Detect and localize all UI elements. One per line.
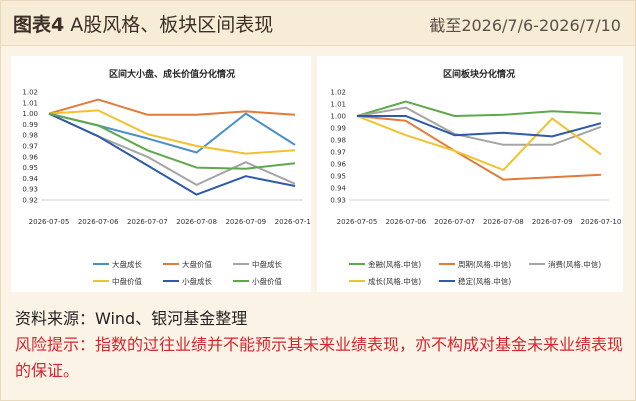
legend-label: 消费(风格.中信) — [548, 259, 601, 269]
series-line — [356, 115, 602, 181]
y-tick-label: 0.93 — [22, 186, 38, 194]
x-tick-label: 2026-07-07 — [434, 218, 475, 226]
x-tick-label: 2026-07-09 — [225, 218, 266, 226]
x-tick-label: 2026-07-05 — [29, 218, 70, 226]
chart-panel-size-style: 区间大小盘、成长价值分化情况 0.92 0.93 0.94 0.95 0.96 0.97 0.… — [11, 56, 311, 292]
x-tick-label: 2026-07-08 — [483, 218, 524, 226]
chart-panel-sector: 区间板块分化情况 0.93 0.94 0.95 0.96 0.97 0.98 0.99 1.00… — [317, 56, 623, 292]
figure-title: 图表4 A股风格、板块区间表现 — [13, 10, 273, 37]
x-tick-label: 2026-07-07 — [127, 218, 168, 226]
chart-sector: 区间板块分化情况 0.93 0.94 0.95 0.96 0.97 0.98 0.99 1.00… — [330, 68, 622, 286]
figure-header: 图表4 A股风格、板块区间表现 截至2026/7/6-2026/7/10 — [1, 1, 635, 46]
x-tick-label: 2026-07-09 — [532, 218, 573, 226]
chart-title: 区间板块分化情况 — [443, 68, 515, 80]
series-line — [357, 115, 602, 138]
x-tick-label: 2026-07-10 — [275, 218, 311, 226]
legend-label: 成长(风格.中信) — [368, 276, 421, 286]
y-tick-label: 0.94 — [330, 185, 346, 193]
legend-label: 稳定(风格.中信) — [458, 276, 511, 286]
y-tick-label: 0.97 — [330, 149, 346, 157]
y-tick-label: 0.96 — [330, 161, 346, 169]
risk-warning: 风险提示：指数的过往业绩并不能预示其未来业绩表现，亦不构成对基金未来业绩表现的保… — [15, 335, 624, 380]
x-tick-label: 2026-07-10 — [581, 218, 622, 226]
series-line — [48, 112, 296, 186]
series-line — [48, 109, 296, 155]
source-note: 资料来源：Wind、银河基金整理 — [15, 309, 248, 328]
x-tick-label: 2026-07-05 — [337, 218, 378, 226]
y-tick-label: 0.94 — [22, 175, 38, 183]
y-tick-label: 0.99 — [330, 125, 346, 133]
series-line — [48, 112, 296, 170]
x-tick-label: 2026-07-06 — [78, 218, 119, 226]
y-tick-label: 1.01 — [330, 101, 346, 109]
legend-label: 金融(风格.中信) — [368, 259, 421, 269]
y-tick-label: 0.93 — [330, 197, 346, 205]
y-tick-label: 0.96 — [22, 153, 38, 161]
y-tick-label: 0.97 — [22, 143, 38, 151]
y-tick-label: 0.92 — [22, 197, 38, 205]
x-tick-label: 2026-07-08 — [176, 218, 217, 226]
y-tick-label: 1.02 — [22, 89, 38, 97]
legend-label: 小盘成长 — [182, 276, 212, 286]
y-tick-label: 0.98 — [330, 137, 346, 145]
y-tick-label: 1.01 — [22, 99, 38, 107]
series-line — [48, 112, 296, 196]
series-line — [48, 112, 296, 154]
y-tick-label: 1.02 — [330, 89, 346, 97]
y-tick-label: 1.00 — [330, 113, 346, 121]
chart-title: 区间大小盘、成长价值分化情况 — [109, 68, 235, 80]
y-tick-label: 0.99 — [22, 121, 38, 129]
series-line — [356, 106, 602, 146]
legend-label: 中盘价值 — [112, 276, 142, 286]
legend-label: 大盘价值 — [182, 259, 212, 269]
y-tick-label: 1.00 — [22, 110, 38, 118]
y-tick-label: 0.95 — [330, 173, 346, 181]
series-line — [356, 100, 602, 117]
figure-label: 图表4 — [13, 14, 65, 36]
legend-label: 大盘成长 — [112, 259, 142, 269]
figure-subtitle: A股风格、板块区间表现 — [70, 14, 274, 36]
legend-label: 周期(风格.中信) — [458, 259, 511, 269]
legend-label: 小盘价值 — [252, 276, 282, 286]
series-line — [48, 98, 296, 116]
chart-size-style: 区间大小盘、成长价值分化情况 0.92 0.93 0.94 0.95 0.96 0.97 0.… — [22, 68, 311, 286]
y-tick-label: 0.95 — [22, 164, 38, 172]
y-tick-label: 0.98 — [22, 132, 38, 140]
x-tick-label: 2026-07-06 — [385, 218, 426, 226]
date-range: 截至2026/7/6-2026/7/10 — [429, 16, 621, 35]
series-line — [356, 115, 602, 171]
legend-label: 中盘成长 — [252, 259, 282, 269]
